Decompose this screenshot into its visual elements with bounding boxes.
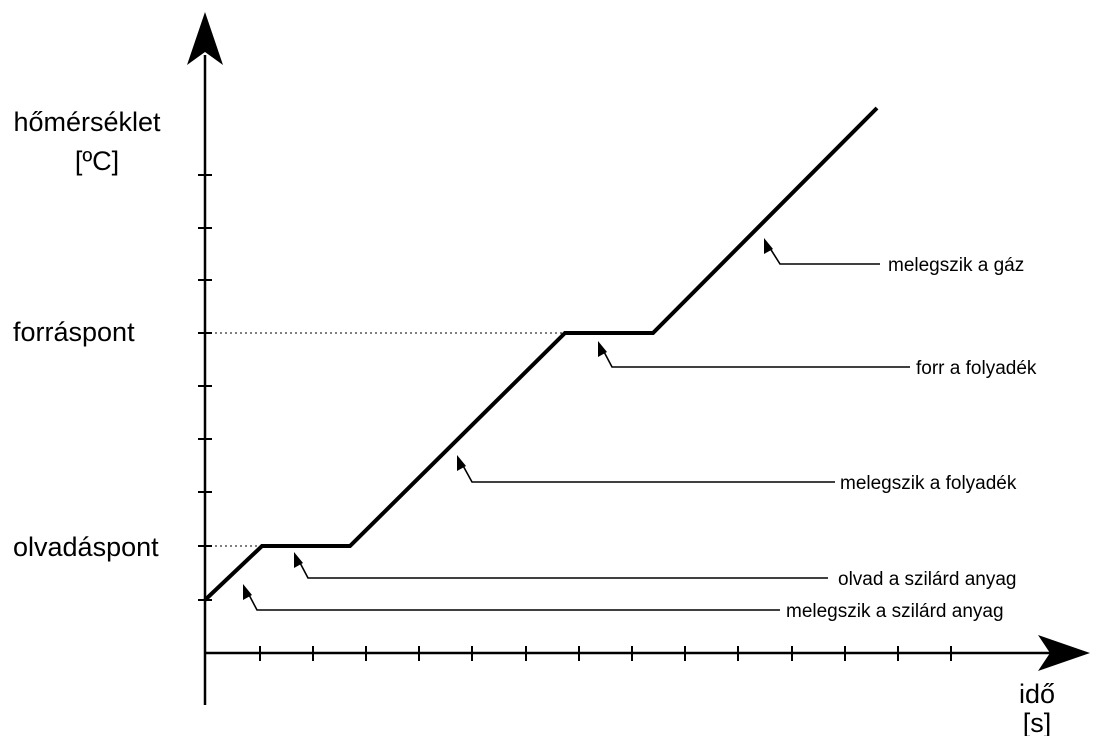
annotation-solid-heating: melegszik a szilárd anyag (243, 584, 1004, 622)
leader-line (297, 558, 828, 579)
phase-label-liquid-boiling: forr a folyadék (916, 358, 1037, 379)
y-axis-arrow-icon (187, 12, 223, 65)
melting-point-label: olvadáspont (13, 532, 159, 562)
annotation-liquid-heating: melegszik a folyadék (457, 455, 1017, 494)
heating-curve-line (203, 106, 879, 602)
leader-arrow-icon (243, 584, 252, 600)
leader-line (246, 590, 780, 611)
x-axis-label: idő (1019, 679, 1055, 709)
annotation-liquid-boiling: forr a folyadék (598, 341, 1037, 379)
y-axis-label: hőmérséklet (13, 107, 161, 137)
annotation-gas-heating: melegszik a gáz (764, 238, 1024, 276)
boiling-point-label: forráspont (13, 317, 135, 347)
phase-label-gas-heating: melegszik a gáz (888, 255, 1024, 276)
x-axis-arrow-icon (1038, 635, 1090, 671)
phase-label-solid-melting: olvad a szilárd anyag (838, 569, 1017, 590)
leader-line (460, 461, 835, 483)
x-axis-ticks (259, 646, 952, 661)
phase-label-solid-heating: melegszik a szilárd anyag (786, 601, 1004, 622)
phase-label-liquid-heating: melegszik a folyadék (840, 473, 1017, 494)
annotation-solid-melting: olvad a szilárd anyag (294, 552, 1017, 590)
leader-line (767, 244, 880, 265)
x-axis-unit: [s] (1023, 708, 1052, 736)
leader-arrow-icon (294, 552, 303, 568)
y-axis-unit: [ºC] (75, 146, 119, 176)
leader-arrow-icon (764, 238, 773, 254)
leader-line (601, 347, 910, 368)
leader-arrow-icon (457, 455, 466, 471)
leader-arrow-icon (598, 341, 607, 357)
